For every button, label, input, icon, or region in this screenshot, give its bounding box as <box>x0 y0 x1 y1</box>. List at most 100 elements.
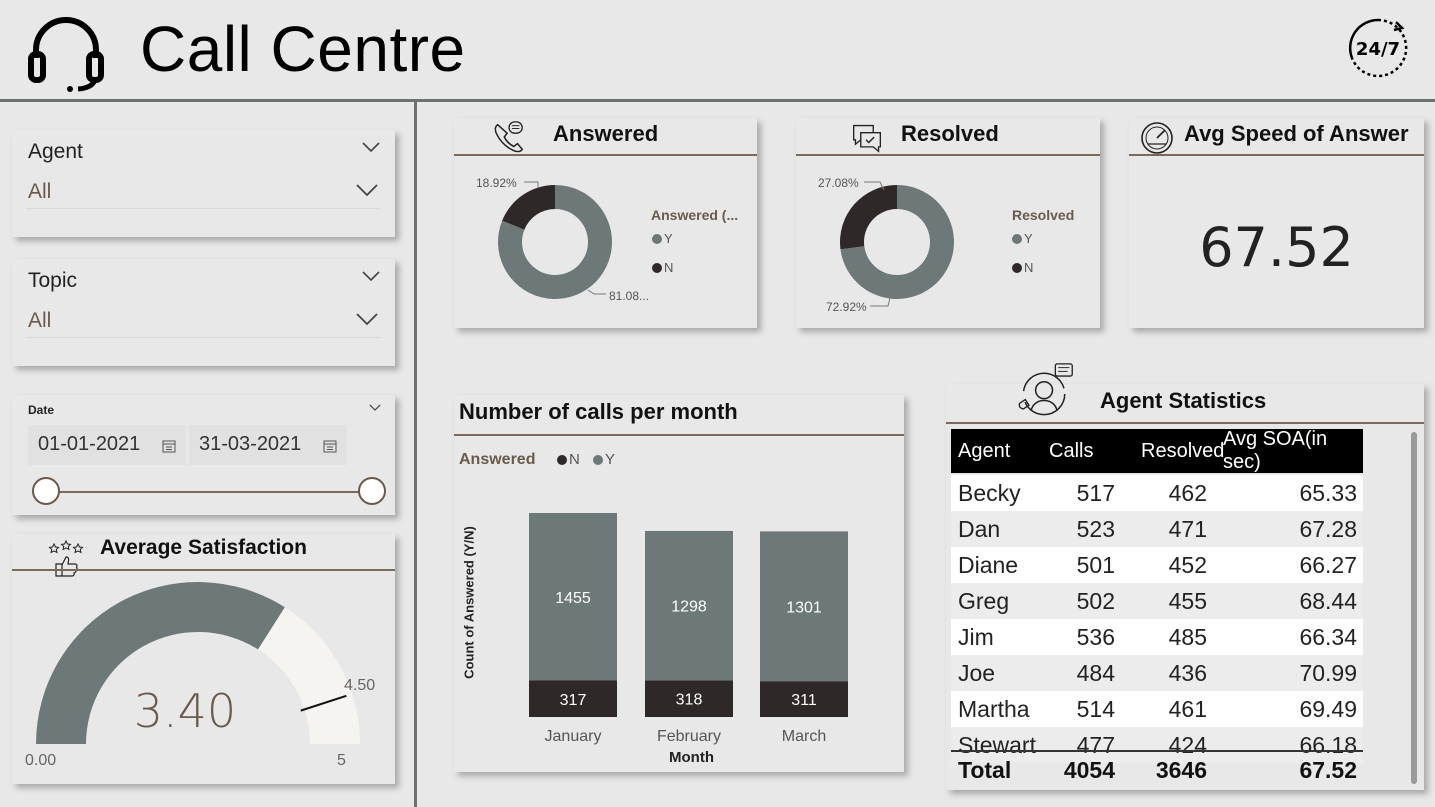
date-slider-end-handle[interactable] <box>358 477 386 505</box>
chevron-down-icon[interactable] <box>369 403 381 412</box>
satisfaction-card: Average Satisfaction 3.40 0.00 5 4.50 <box>12 534 395 784</box>
table-row[interactable]: Jim 536 485 66.34 <box>951 619 1363 655</box>
date-slider-start-handle[interactable] <box>32 477 60 505</box>
agent-stats-title: Agent Statistics <box>1100 388 1267 413</box>
calls-x-axis-label: Month <box>669 749 714 766</box>
resolved-slice-n[interactable] <box>840 185 897 250</box>
date-start-input[interactable]: 01-01-2021 <box>28 425 186 465</box>
table-scrollbar[interactable] <box>1411 432 1417 784</box>
date-slicer[interactable]: Date 01-01-2021 31-03-2021 <box>12 395 395 515</box>
answered-y-label: 81.08... <box>609 289 650 303</box>
bar-label-y: 1301 <box>786 599 822 616</box>
table-row[interactable]: Joe 484 436 70.99 <box>951 655 1363 691</box>
bar-label-y: 1298 <box>671 599 707 616</box>
chat-check-icon <box>853 124 881 153</box>
bar-n-february[interactable] <box>645 680 733 717</box>
date-end-input[interactable]: 31-03-2021 <box>189 425 347 465</box>
gauge-min-label: 0.00 <box>25 752 57 769</box>
table-row[interactable]: Greg 502 455 68.44 <box>951 583 1363 619</box>
resolved-y-label: 72.92% <box>826 300 867 314</box>
chevron-down-icon[interactable] <box>361 140 381 154</box>
satisfaction-gauge <box>36 582 360 744</box>
table-row[interactable]: Dan 523 471 67.28 <box>951 511 1363 547</box>
topic-slicer-value[interactable]: All <box>28 309 52 332</box>
badge-text: 24/7 <box>1356 39 1400 60</box>
answered-legend-n[interactable]: N <box>652 260 673 275</box>
topic-slicer[interactable]: Topic All <box>12 259 395 366</box>
answered-legend-y[interactable]: Y <box>652 231 673 246</box>
answered-slice-n[interactable] <box>502 185 555 230</box>
soa-value: 67.52 <box>1199 216 1354 279</box>
table-header: Agent Calls Resolved Avg SOA(in sec) <box>951 428 1363 473</box>
satisfaction-title: Average Satisfaction <box>100 536 307 559</box>
answered-title: Answered <box>553 121 659 146</box>
agent-slicer-label: Agent <box>28 140 83 163</box>
answered-rule <box>454 154 757 156</box>
date-start-value: 01-01-2021 <box>38 433 141 455</box>
table-body[interactable]: Becky 517 462 65.33 Dan 523 471 67.28 Diane 501… <box>951 473 1363 794</box>
gauge-target-label: 4.50 <box>344 677 376 694</box>
table-row[interactable]: Becky 517 462 65.33 <box>951 475 1363 511</box>
calls-chart-card: Number of calls per month Answered N Y C… <box>454 395 904 772</box>
soa-title: Avg Speed of Answer <box>1184 121 1409 146</box>
calls-chart-rule <box>454 434 904 436</box>
total-label: Total <box>958 756 1012 783</box>
x-tick-label: January <box>545 728 602 745</box>
col-resolved[interactable]: Resolved <box>1141 439 1225 462</box>
bar-n-january[interactable] <box>529 680 617 717</box>
resolved-slice-y[interactable] <box>840 185 954 299</box>
satisfaction-value: 3.40 <box>133 684 237 738</box>
resolved-n-label: 27.08% <box>818 176 859 190</box>
satisfaction-icon <box>48 539 84 577</box>
gauge-fill <box>36 582 285 744</box>
satisfaction-rule <box>12 569 395 571</box>
gauge-target-marker <box>300 694 347 712</box>
total-avg-soa: 67.52 <box>1299 756 1357 783</box>
resolved-legend-y[interactable]: Y <box>1012 231 1033 246</box>
header: Call Centre 24/7 <box>0 0 1435 102</box>
phone-icon <box>494 121 524 153</box>
answered-donut <box>498 181 612 299</box>
headset-icon <box>28 17 104 92</box>
speedometer-icon <box>1141 122 1173 154</box>
soa-rule <box>1129 154 1424 156</box>
vertical-divider <box>414 102 417 807</box>
table-row[interactable]: Martha 514 461 69.49 <box>951 691 1363 727</box>
bar-label-n: 317 <box>560 692 587 709</box>
agent-slicer[interactable]: Agent All <box>12 130 395 237</box>
col-calls[interactable]: Calls <box>1049 439 1094 462</box>
support-agent-icon <box>1018 363 1073 416</box>
bar-y-january[interactable] <box>529 513 617 681</box>
col-agent[interactable]: Agent <box>958 439 1011 462</box>
x-tick-label: February <box>657 728 721 745</box>
bar-n-march[interactable] <box>760 681 848 717</box>
x-tick-label: March <box>782 728 826 745</box>
chevron-down-icon[interactable] <box>355 311 379 327</box>
answered-legend-title: Answered (... <box>651 207 739 223</box>
bar-y-february[interactable] <box>645 530 733 681</box>
calls-legend-n[interactable]: N <box>557 451 580 468</box>
resolved-legend-title: Resolved <box>1012 207 1075 223</box>
agent-stats-rule <box>946 422 1424 424</box>
calls-legend-y[interactable]: Y <box>593 451 615 468</box>
answered-slice-y[interactable] <box>498 185 612 299</box>
total-calls: 4054 <box>1063 756 1115 783</box>
col-avg-soa[interactable]: Avg SOA(in sec) <box>1223 428 1328 473</box>
table-row[interactable]: Diane 501 452 66.27 <box>951 547 1363 583</box>
resolved-rule <box>796 154 1100 156</box>
bar-y-march[interactable] <box>760 531 848 682</box>
resolved-donut <box>840 181 954 307</box>
table-row[interactable]: Stewart 477 424 66.18 <box>951 727 1363 763</box>
date-slider-track[interactable] <box>42 491 372 493</box>
resolved-card: Resolved 27.08% 72.92% Resolved Y N <box>796 118 1100 328</box>
chevron-down-icon[interactable] <box>361 269 381 283</box>
table-total-row: Total 4054 3646 67.52 <box>951 750 1363 788</box>
calendar-icon[interactable] <box>162 439 176 453</box>
resolved-title: Resolved <box>901 121 999 146</box>
topic-slicer-underline <box>26 337 381 338</box>
chevron-down-icon[interactable] <box>355 182 379 198</box>
resolved-legend-n[interactable]: N <box>1012 260 1033 275</box>
agent-slicer-value[interactable]: All <box>28 180 52 203</box>
calendar-icon[interactable] <box>323 439 337 453</box>
bar-label-n: 318 <box>676 692 703 709</box>
